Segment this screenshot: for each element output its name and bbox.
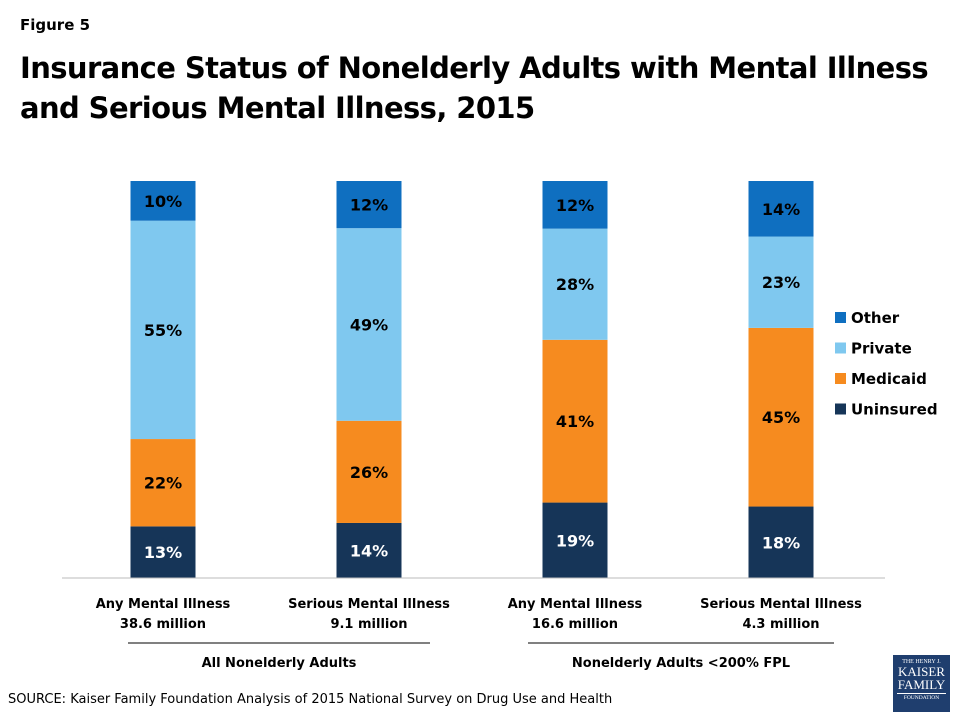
data-label: 18% [762, 533, 800, 552]
bar-segment-medicaid [130, 439, 196, 527]
data-label: 26% [350, 463, 388, 482]
legend-swatch [835, 373, 846, 384]
category-label: Any Mental Illness [96, 597, 231, 612]
legend-swatch [835, 403, 846, 415]
bar-segment-other [336, 181, 402, 229]
source-note: SOURCE: Kaiser Family Foundation Analysi… [8, 692, 613, 707]
data-label: 41% [556, 412, 594, 431]
data-label: 55% [144, 321, 182, 340]
data-label: 28% [556, 275, 594, 294]
category-label: Serious Mental Illness [700, 597, 862, 612]
bar-segment-uninsured [130, 526, 196, 578]
data-label: 19% [556, 531, 594, 550]
kff-logo: THE HENRY J. KAISER FAMILY FOUNDATION [893, 655, 950, 712]
bar-segment-uninsured [542, 502, 608, 578]
legend-label: Medicaid [851, 370, 927, 388]
bar-segment-private [542, 228, 608, 340]
legend-swatch [835, 342, 846, 354]
category-label: Serious Mental Illness [288, 597, 450, 612]
group-label: Nonelderly Adults <200% FPL [572, 656, 790, 671]
data-label: 14% [350, 541, 388, 560]
data-label: 45% [762, 408, 800, 427]
bar-segment-other [542, 181, 608, 229]
bar-segment-uninsured [336, 522, 402, 578]
bar-segment-medicaid [542, 339, 608, 503]
data-label: 10% [144, 192, 182, 211]
category-sublabel: 4.3 million [742, 617, 819, 632]
bar-segment-private [130, 220, 196, 440]
data-label: 12% [556, 196, 594, 215]
bar-segment-uninsured [748, 506, 814, 578]
bar-segment-medicaid [336, 420, 402, 523]
category-sublabel: 16.6 million [532, 617, 618, 632]
group-label: All Nonelderly Adults [202, 656, 357, 671]
category-sublabel: 9.1 million [330, 617, 407, 632]
legend-label: Other [851, 309, 900, 327]
legend-swatch [835, 312, 846, 323]
legend-label: Private [851, 340, 912, 358]
bar-segment-private [748, 236, 814, 328]
legend-label: Uninsured [851, 401, 938, 419]
chart-title: Insurance Status of Nonelderly Adults wi… [20, 51, 929, 125]
category-sublabel: 38.6 million [120, 617, 206, 632]
figure-label: Figure 5 [20, 16, 91, 34]
data-label: 14% [762, 200, 800, 219]
data-label: 23% [762, 273, 800, 292]
data-label: 22% [144, 474, 182, 493]
data-label: 49% [350, 315, 388, 334]
bar-segment-other [748, 181, 814, 237]
bar-segment-private [336, 228, 402, 421]
bar-segment-other [130, 181, 196, 221]
data-label: 12% [350, 196, 388, 215]
category-label: Any Mental Illness [508, 597, 643, 612]
data-label: 13% [144, 543, 182, 562]
bar-segment-medicaid [748, 327, 814, 507]
